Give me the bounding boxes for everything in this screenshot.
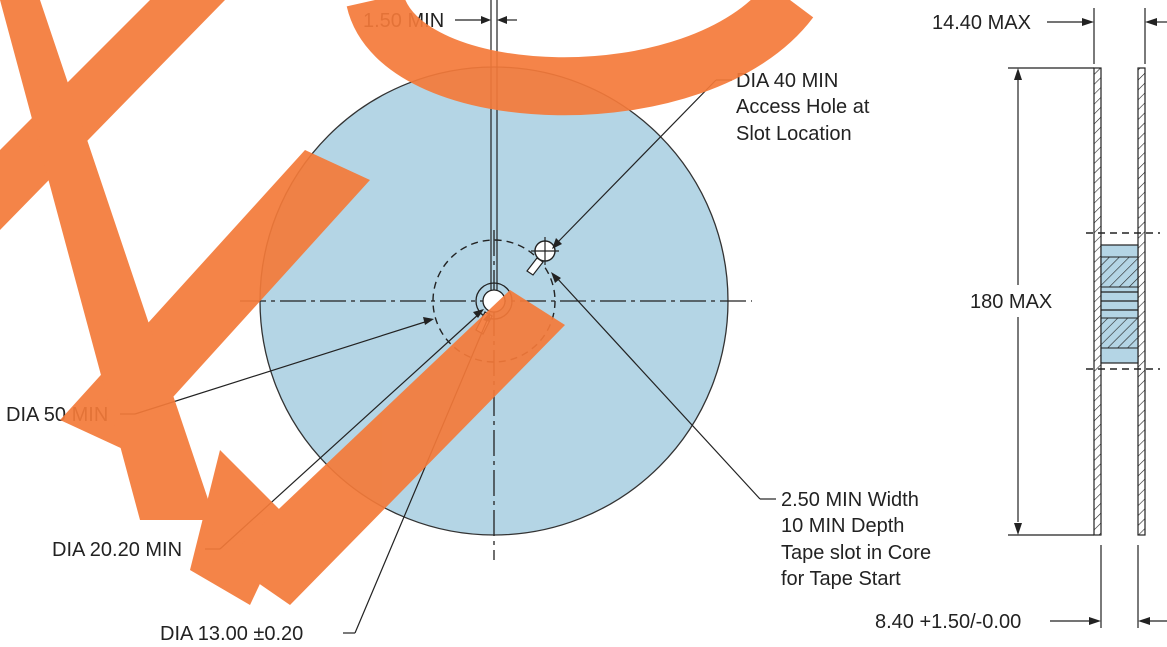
side-flange-right [1137, 67, 1146, 536]
side-flange-left [1093, 67, 1102, 536]
orange-right-diagonal-stroke [225, 290, 565, 605]
dia-50-circle [432, 239, 556, 363]
label-dia-20: DIA 20.20 MIN [52, 539, 182, 561]
label-tape-slot-2: 10 MIN Depth [781, 515, 904, 537]
label-tape-slot-3: Tape slot in Core [781, 542, 931, 564]
label-dia-13: DIA 13.00 ±0.20 [160, 623, 303, 645]
label-height-max: 180 MAX [970, 291, 1052, 313]
label-tape-slot-1: 2.50 MIN Width [781, 489, 919, 511]
label-width-max: 14.40 MAX [932, 12, 1031, 34]
label-access-hole-1: DIA 40 MIN [736, 70, 838, 92]
label-access-hole-3: Slot Location [736, 123, 852, 145]
orange-arc-stroke [346, 0, 814, 116]
label-tape-slot-4: for Tape Start [781, 568, 901, 590]
label-inner-width: 8.40 +1.50/-0.00 [875, 611, 1021, 633]
orange-vertical-stroke [0, 0, 215, 520]
orange-brush-strokes-icon [0, 0, 814, 605]
access-slot [526, 257, 544, 276]
label-access-hole-2: Access Hole at [736, 96, 870, 118]
